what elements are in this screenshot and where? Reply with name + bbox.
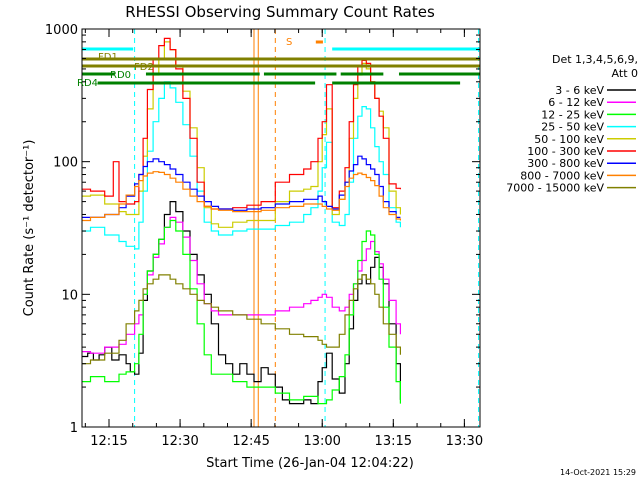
series-lines: [82, 37, 401, 405]
x-tick-label: 13:00: [303, 434, 340, 449]
series-line: [82, 219, 401, 405]
flag-label: FD2: [134, 62, 154, 73]
legend-entry-label: 800 - 7000 keV: [520, 169, 604, 182]
legend-entry-label: 50 - 100 keV: [534, 133, 604, 146]
legend-entry-label: 3 - 6 keV: [555, 84, 604, 97]
y-tick-label: 10: [61, 288, 78, 303]
chart-title: RHESSI Observing Summary Count Rates: [125, 3, 435, 21]
flag-label: RD0: [110, 70, 131, 81]
flag-label: RD4: [77, 78, 98, 89]
plot-frame: [81, 28, 481, 428]
flag-bars: [82, 40, 480, 85]
legend-entry-label: 7000 - 15000 keV: [506, 182, 604, 195]
series-line: [82, 274, 401, 365]
y-tick-label: 100: [53, 156, 78, 171]
flag-label: FD1: [98, 52, 118, 63]
legend-header: Det 1,3,4,5,6,9,: [552, 53, 638, 66]
flag-label: S: [286, 37, 292, 48]
generation-timestamp: 14-Oct-2021 15:29: [560, 468, 636, 477]
series-line: [82, 171, 401, 222]
x-tick-label: 13:30: [446, 434, 483, 449]
legend-entry-label: 6 - 12 keV: [548, 96, 604, 109]
y-axis-label: Count Rate (s⁻¹ detector⁻¹): [22, 140, 37, 317]
series-line: [82, 201, 401, 405]
x-tick-label: 12:30: [161, 434, 198, 449]
legend-subheader: Att 0: [612, 67, 638, 80]
legend-entry-label: 300 - 800 keV: [527, 157, 604, 170]
y-tick-label: 1: [70, 421, 78, 436]
y-axis-ticks: 1 10 100 1000: [45, 23, 480, 436]
x-tick-label: 12:15: [90, 434, 127, 449]
x-axis-label: Start Time (26-Jan-04 12:04:22): [206, 456, 414, 471]
legend-entry-label: 25 - 50 keV: [541, 121, 604, 134]
legend-entry-label: 100 - 300 keV: [527, 145, 604, 158]
x-axis-ticks: 12:15 12:30 12:45 13:00 13:15 13:30: [84, 29, 483, 449]
legend-entry-label: 12 - 25 keV: [541, 108, 604, 121]
x-tick-label: 13:15: [375, 434, 412, 449]
series-line: [82, 155, 401, 218]
y-tick-label: 1000: [45, 23, 78, 38]
x-tick-label: 12:45: [232, 434, 269, 449]
series-line: [82, 81, 401, 250]
